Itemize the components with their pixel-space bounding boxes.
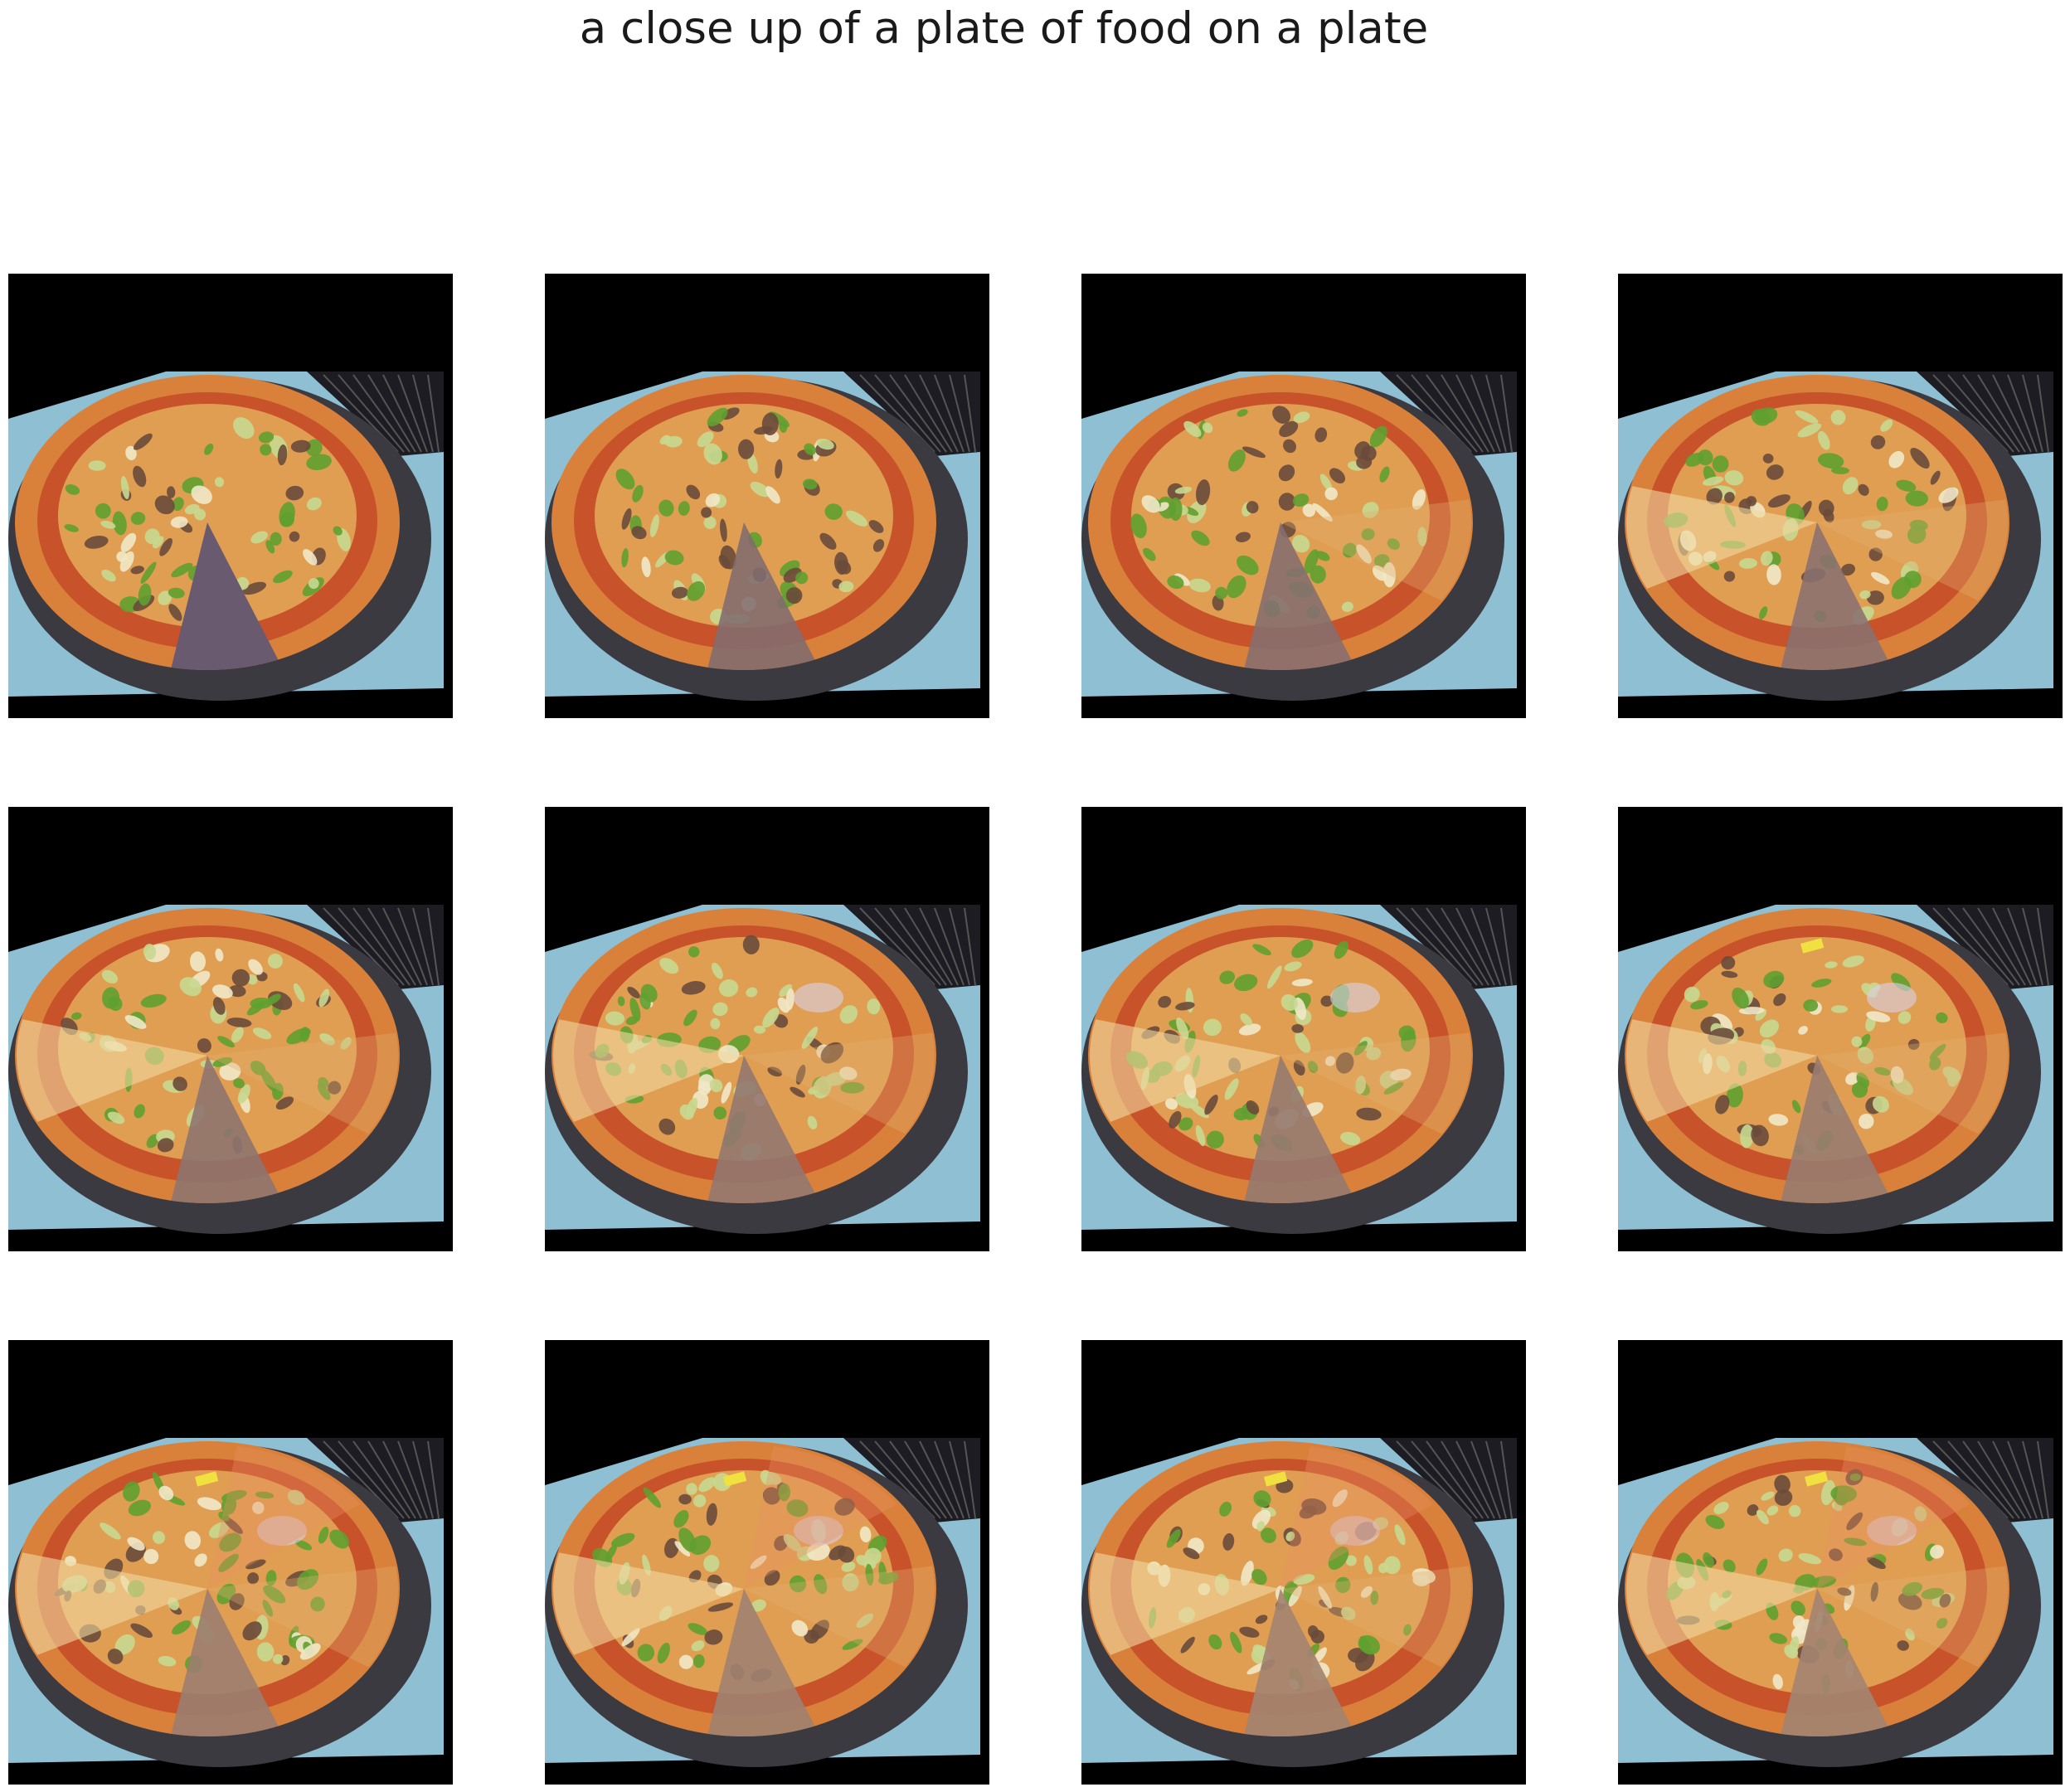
pizza-image-panel [8, 807, 453, 1251]
pizza-photo [1081, 274, 1526, 718]
pizza-image-panel [1618, 807, 2063, 1251]
pizza-image-panel [545, 807, 989, 1251]
pizza-photo [545, 274, 989, 718]
pizza-photo [1618, 274, 2063, 718]
pizza-image-panel [1081, 1340, 1526, 1785]
pizza-image-panel [545, 274, 989, 718]
pizza-image-panel [1618, 1340, 2063, 1785]
pizza-photo [8, 807, 453, 1251]
figure-title: a close up of a plate of food on a plate [579, 3, 1429, 54]
pizza-photo [8, 274, 453, 718]
pizza-image-panel [8, 274, 453, 718]
pizza-photo [1081, 1340, 1526, 1785]
pizza-photo [545, 807, 989, 1251]
pizza-image-panel [1618, 274, 2063, 718]
pizza-photo [1081, 807, 1526, 1251]
pizza-photo [545, 1340, 989, 1785]
pizza-photo [8, 1340, 453, 1785]
pizza-photo [1618, 807, 2063, 1251]
pizza-photo [1618, 1340, 2063, 1785]
pizza-image-panel [545, 1340, 989, 1785]
pizza-image-panel [8, 1340, 453, 1785]
pizza-image-panel [1081, 807, 1526, 1251]
pizza-image-panel [1081, 274, 1526, 718]
